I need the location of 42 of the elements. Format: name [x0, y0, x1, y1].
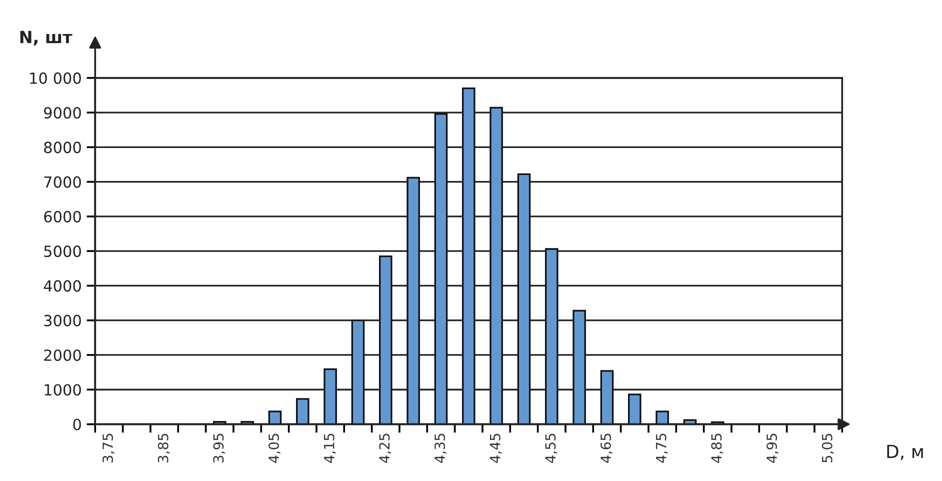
bar	[462, 87, 476, 424]
x-tick-label: 4,05	[268, 434, 280, 463]
y-axis-title: N, шт	[20, 30, 72, 46]
x-tick-label: 3,85	[158, 434, 170, 462]
x-tick-label: 4,75	[656, 434, 668, 463]
bar	[351, 320, 365, 424]
x-tick-label: 4,25	[379, 434, 392, 463]
y-tick-label: 9000	[44, 107, 81, 119]
bar	[296, 398, 310, 424]
x-tick-label: 4,45	[490, 434, 502, 463]
bar	[600, 370, 614, 424]
bar	[268, 410, 282, 424]
y-tick-label: 6000	[44, 210, 81, 222]
x-tick-label: 4,55	[545, 434, 558, 463]
bar	[434, 113, 448, 424]
x-tick-label: 4,15	[324, 434, 336, 463]
y-tick-label: 10 000	[30, 72, 81, 84]
y-tick-label: 2000	[44, 349, 81, 361]
bar	[490, 106, 503, 424]
y-tick-label: 0	[73, 418, 81, 430]
bar	[572, 310, 586, 424]
x-tick-label: 4,95	[766, 434, 778, 463]
bar	[628, 394, 642, 424]
bar	[545, 248, 558, 424]
x-tick-label: 4,65	[600, 434, 612, 463]
bar	[379, 255, 392, 424]
x-tick-label: 3,95	[213, 434, 226, 462]
bar	[406, 176, 420, 424]
x-axis-title: D, м	[887, 444, 923, 460]
x-tick-label: 4,35	[434, 434, 446, 463]
y-tick-label: 4000	[44, 280, 81, 292]
y-tick-label: 1000	[44, 384, 81, 396]
bar	[517, 173, 531, 424]
y-tick-label: 7000	[44, 176, 81, 188]
y-tick-label: 8000	[44, 142, 81, 154]
bar	[656, 410, 669, 424]
y-tick-label: 5000	[44, 246, 81, 258]
x-tick-label: 5,05	[822, 434, 834, 462]
bar	[324, 368, 337, 424]
x-tick-label: 3,75	[102, 434, 114, 462]
y-tick-label: 3000	[44, 314, 81, 326]
x-tick-label: 4,85	[711, 434, 724, 463]
